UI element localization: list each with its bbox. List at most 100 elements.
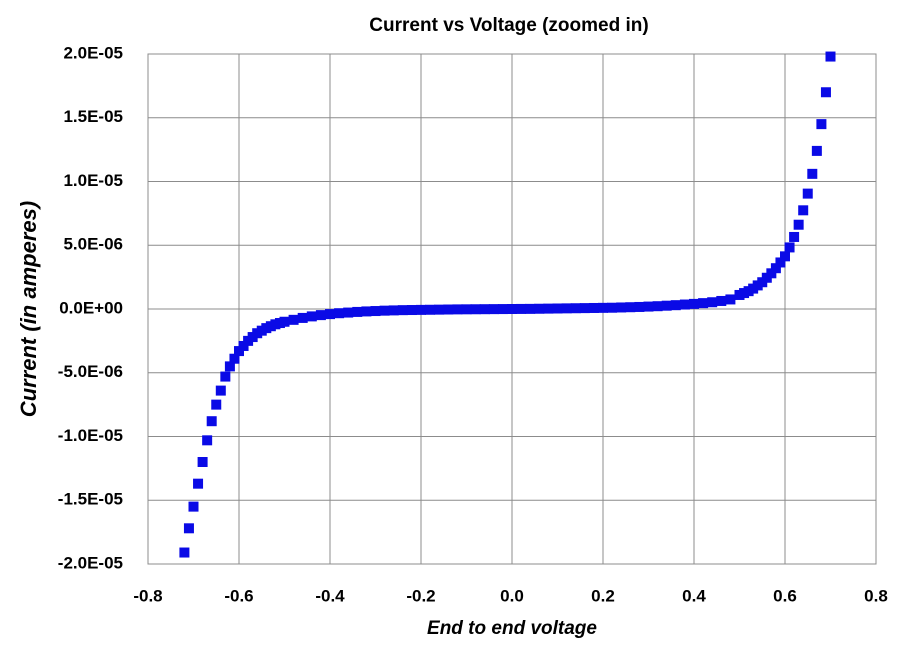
- data-point: [288, 314, 299, 325]
- y-tick-label: 1.5E-05: [63, 107, 123, 126]
- x-tick-label: 0.4: [682, 586, 706, 605]
- data-point: [370, 306, 381, 317]
- data-point: [306, 311, 317, 322]
- y-tick-label: -1.0E-05: [58, 426, 123, 445]
- data-point: [789, 231, 800, 242]
- data-point: [220, 371, 231, 382]
- y-tick-label: 2.0E-05: [63, 43, 123, 62]
- data-point: [238, 340, 249, 351]
- data-point: [229, 353, 240, 364]
- data-point: [470, 304, 481, 315]
- plot-border: [147, 53, 877, 565]
- data-point: [652, 301, 663, 312]
- data-point: [206, 416, 217, 427]
- x-tick-label: -0.4: [315, 586, 345, 605]
- x-tick-label: -0.6: [224, 586, 253, 605]
- data-point: [188, 501, 199, 512]
- data-point: [334, 308, 345, 319]
- data-point: [183, 523, 194, 534]
- data-point: [811, 145, 822, 156]
- data-point: [443, 304, 454, 315]
- data-point: [361, 306, 372, 317]
- data-point: [784, 242, 795, 253]
- data-point: [770, 263, 781, 274]
- data-point: [816, 119, 827, 130]
- y-tick-label: 5.0E-06: [63, 235, 123, 254]
- data-point: [780, 251, 790, 262]
- data-point: [211, 399, 222, 410]
- data-point: [570, 303, 581, 314]
- x-tick-label: -0.2: [406, 586, 435, 605]
- y-axis-label: Current (in amperes): [16, 201, 41, 417]
- data-point: [179, 547, 190, 558]
- y-tick-label: -5.0E-06: [58, 362, 123, 381]
- data-point: [193, 478, 204, 489]
- data-point: [561, 303, 572, 314]
- data-point: [661, 300, 672, 311]
- data-point: [766, 268, 777, 279]
- data-point: [689, 298, 699, 309]
- data-point: [634, 301, 645, 312]
- data-point: [343, 307, 354, 318]
- data-point: [825, 51, 836, 62]
- y-tick-label: -1.5E-05: [58, 490, 123, 509]
- data-point: [807, 168, 818, 179]
- x-tick-label: 0.2: [591, 586, 615, 605]
- data-point: [579, 303, 590, 314]
- data-point: [643, 301, 654, 312]
- data-point: [215, 385, 226, 396]
- data-point: [279, 316, 290, 327]
- data-point: [434, 304, 445, 315]
- data-point: [775, 257, 786, 268]
- data-point: [397, 305, 408, 316]
- chart-title: Current vs Voltage (zoomed in): [369, 15, 648, 36]
- data-point: [379, 305, 390, 316]
- data-point: [679, 299, 690, 310]
- x-tick-label: 0.8: [864, 586, 888, 605]
- data-point: [234, 346, 244, 357]
- data-point: [425, 304, 436, 315]
- data-point: [224, 361, 235, 372]
- data-point: [716, 295, 727, 306]
- data-point: [479, 304, 490, 315]
- x-tick-label: 0.6: [773, 586, 797, 605]
- data-point: [315, 310, 326, 321]
- data-point: [406, 305, 417, 316]
- data-point: [598, 302, 608, 313]
- data-point: [202, 435, 213, 446]
- data-point: [802, 188, 813, 199]
- data-point: [461, 304, 472, 315]
- x-axis-label: End to end voltage: [427, 618, 597, 639]
- data-point: [525, 303, 536, 314]
- data-point: [625, 302, 636, 313]
- data-point: [820, 87, 831, 98]
- data-point: [497, 304, 508, 315]
- y-tick-label: 1.0E-05: [63, 171, 123, 190]
- data-point: [793, 219, 804, 230]
- data-point: [616, 302, 627, 313]
- data-point: [516, 303, 527, 314]
- data-point: [543, 303, 554, 314]
- data-point: [388, 305, 399, 316]
- data-point: [534, 303, 545, 314]
- data-point: [707, 297, 718, 308]
- data-point: [670, 300, 681, 311]
- data-point: [507, 304, 517, 314]
- data-point: [352, 306, 363, 317]
- data-point: [588, 302, 599, 313]
- data-point: [798, 205, 809, 216]
- y-tick-label: 0.0E+00: [59, 298, 123, 317]
- data-point: [552, 303, 563, 314]
- data-point: [416, 304, 426, 315]
- x-tick-label: 0.0: [500, 586, 524, 605]
- y-tick-label: -2.0E-05: [58, 553, 123, 572]
- data-point: [698, 298, 709, 309]
- x-tick-label: -0.8: [133, 586, 162, 605]
- data-point: [607, 302, 618, 313]
- data-point: [297, 312, 308, 323]
- data-point: [488, 304, 499, 315]
- data-point: [452, 304, 463, 315]
- data-point: [197, 457, 208, 467]
